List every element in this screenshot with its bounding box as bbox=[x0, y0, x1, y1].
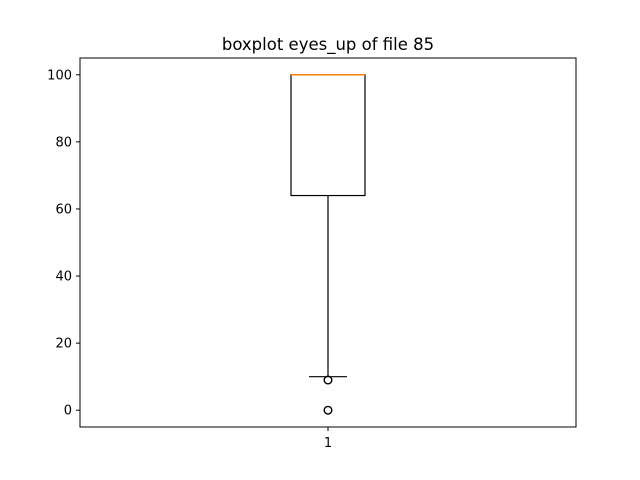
chart-title: boxplot eyes_up of file 85 bbox=[222, 35, 434, 55]
y-tick-label-80: 80 bbox=[55, 135, 72, 150]
outlier-point-0 bbox=[323, 375, 333, 385]
y-tick-label-20: 20 bbox=[55, 337, 72, 352]
y-tick-label-0: 0 bbox=[64, 404, 72, 419]
plot-area: 0 20 40 60 80 100 1 bbox=[47, 68, 366, 451]
y-tick-label-60: 60 bbox=[55, 202, 72, 217]
outlier-point-1 bbox=[323, 405, 333, 415]
y-tick-label-100: 100 bbox=[47, 68, 72, 83]
y-tick-label-40: 40 bbox=[55, 270, 72, 285]
axes-frame bbox=[79, 57, 577, 428]
x-tick-label-1: 1 bbox=[324, 436, 332, 451]
